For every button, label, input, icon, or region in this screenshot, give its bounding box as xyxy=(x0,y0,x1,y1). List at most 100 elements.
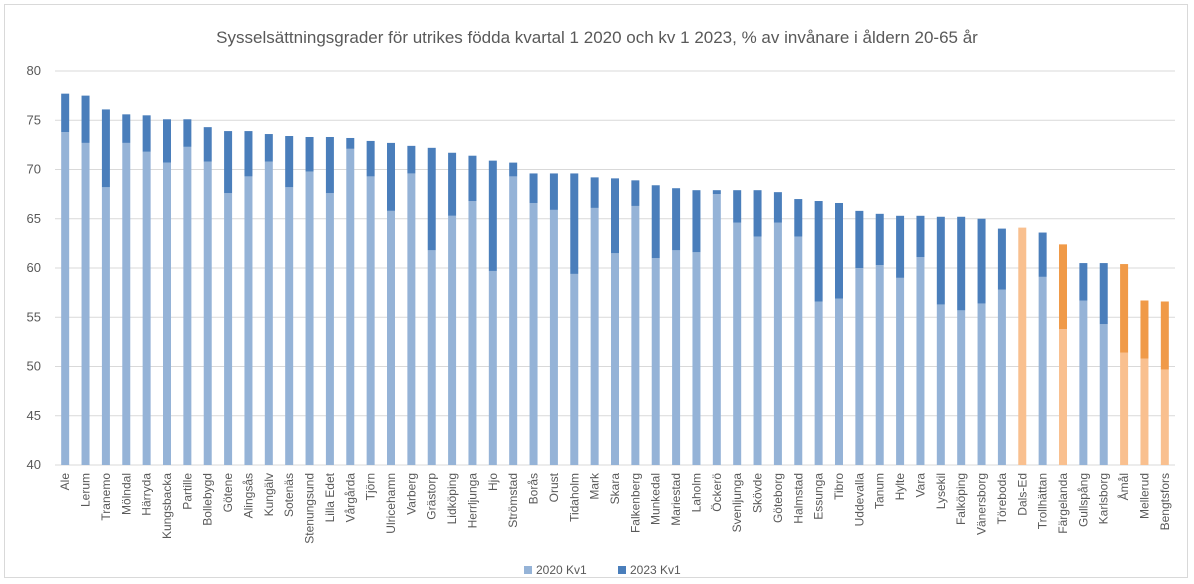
bar-2020-kv1 xyxy=(509,176,518,465)
bar-2020-kv1 xyxy=(773,222,782,465)
x-tick-label: Gullspång xyxy=(1076,473,1090,527)
bar-2023-kv1 xyxy=(651,185,660,259)
bar-2023-kv1 xyxy=(936,216,945,305)
bar-2020-kv1 xyxy=(101,187,110,466)
bar-2020-kv1 xyxy=(1140,358,1149,465)
x-tick-label: Mark xyxy=(588,472,602,500)
bar-2023-kv1 xyxy=(814,201,823,302)
bar-2023-kv1 xyxy=(163,119,171,163)
bar-2020-kv1 xyxy=(448,215,457,465)
bar-2023-kv1 xyxy=(875,213,884,266)
x-tick-label: Tidaholm xyxy=(567,473,581,522)
x-tick-label: Göteborg xyxy=(771,473,785,523)
bar-2020-kv1 xyxy=(183,146,192,465)
x-tick-label: Färgelanda xyxy=(1056,473,1070,534)
bar-2023-kv1 xyxy=(387,142,395,211)
x-tick-label: Mölndal xyxy=(119,473,133,515)
x-tick-label: Hjo xyxy=(486,473,500,491)
bar-2023-kv1 xyxy=(224,131,233,194)
bar-2020-kv1 xyxy=(1120,352,1129,465)
x-tick-label: Tjörn xyxy=(364,473,378,500)
bar-2023-kv1 xyxy=(81,95,90,143)
x-tick-label: Stenungsund xyxy=(303,473,317,544)
bar-2020-kv1 xyxy=(244,176,253,465)
bar-2020-kv1 xyxy=(590,207,599,466)
bar-2020-kv1 xyxy=(916,257,925,465)
bar-2023-kv1 xyxy=(285,136,294,188)
x-tick-label: Laholm xyxy=(689,473,703,512)
bar-2020-kv1 xyxy=(264,161,273,465)
bar-2020-kv1 xyxy=(1018,227,1027,465)
bar-2023-kv1 xyxy=(264,134,273,162)
x-tick-label: Töreboda xyxy=(995,473,1009,525)
bar-2023-kv1 xyxy=(1038,232,1047,277)
bar-2023-kv1 xyxy=(346,137,355,149)
bar-2023-kv1 xyxy=(835,202,843,299)
bar-2020-kv1 xyxy=(81,142,90,465)
bar-2020-kv1 xyxy=(1160,369,1169,465)
bar-2020-kv1 xyxy=(977,303,986,465)
x-tick-label: Skara xyxy=(608,473,622,505)
bar-2023-kv1 xyxy=(448,152,457,216)
bar-2023-kv1 xyxy=(101,109,110,188)
bar-2020-kv1 xyxy=(529,202,538,466)
x-tick-label: Åmål xyxy=(1116,473,1131,500)
x-tick-label: Bollebygd xyxy=(201,473,215,526)
bar-2023-kv1 xyxy=(468,155,477,202)
bar-2023-kv1 xyxy=(692,190,701,253)
x-tick-label: Borås xyxy=(527,473,541,504)
x-tick-label: Svenljunga xyxy=(730,473,744,533)
y-tick-label: 65 xyxy=(27,211,41,226)
bar-2020-kv1 xyxy=(794,236,803,465)
bar-2023-kv1 xyxy=(753,190,762,237)
bar-2023-kv1 xyxy=(122,114,131,143)
bar-2020-kv1 xyxy=(1038,276,1047,465)
bar-2020-kv1 xyxy=(855,268,864,465)
x-tick-label: Trollhättan xyxy=(1036,473,1050,529)
x-tick-label: Sotenäs xyxy=(282,473,296,517)
bar-2020-kv1 xyxy=(733,222,742,465)
bar-2023-kv1 xyxy=(631,180,640,206)
bar-2023-kv1 xyxy=(1120,264,1129,353)
bar-2020-kv1 xyxy=(468,201,477,465)
bar-2020-kv1 xyxy=(896,277,905,465)
bar-2023-kv1 xyxy=(712,190,721,195)
y-tick-label: 45 xyxy=(27,408,41,423)
bar-2020-kv1 xyxy=(61,132,70,465)
y-tick-label: 80 xyxy=(27,63,41,78)
bar-2020-kv1 xyxy=(875,265,884,465)
bar-2023-kv1 xyxy=(325,136,334,194)
bar-2023-kv1 xyxy=(183,119,192,147)
bar-2020-kv1 xyxy=(692,252,701,465)
bar-2023-kv1 xyxy=(1059,244,1067,330)
x-tick-label: Vara xyxy=(913,473,927,498)
y-tick-label: 55 xyxy=(27,309,41,324)
bar-2020-kv1 xyxy=(305,171,314,465)
bar-2023-kv1 xyxy=(244,131,253,177)
x-tick-labels: Ale Lerum Tranemo Mölndal Härryda Kungsbacka P… xyxy=(58,472,1172,544)
x-tick-label: Lilla Edet xyxy=(323,472,337,522)
x-tick-label: Mariestad xyxy=(669,473,683,526)
x-tick-label: Tibro xyxy=(832,473,846,500)
x-tick-label: Falköping xyxy=(954,473,968,525)
bar-2020-kv1 xyxy=(203,161,212,465)
bar-2020-kv1 xyxy=(346,148,355,465)
x-tick-label: Halmstad xyxy=(791,473,805,524)
bar-2020-kv1 xyxy=(835,298,843,465)
x-tick-label: Ulricehamn xyxy=(384,473,398,534)
bar-2020-kv1 xyxy=(651,258,660,465)
chart-title: Sysselsättningsgrader för utrikes födda … xyxy=(216,28,978,47)
bar-2023-kv1 xyxy=(611,178,619,254)
x-tick-label: Ale xyxy=(58,473,72,491)
bar-2020-kv1 xyxy=(285,187,294,466)
bar-2023-kv1 xyxy=(509,162,518,177)
bar-2023-kv1 xyxy=(733,190,742,223)
bar-2023-kv1 xyxy=(896,215,905,278)
bar-2023-kv1 xyxy=(305,136,314,172)
x-tick-label: Öckerö xyxy=(710,473,724,512)
chart-svg: Sysselsättningsgrader för utrikes födda … xyxy=(27,28,1175,577)
x-tick-label: Uddevalla xyxy=(852,473,866,527)
bar-2023-kv1 xyxy=(977,218,986,304)
bar-2020-kv1 xyxy=(672,250,681,465)
x-tick-label: Kungsbacka xyxy=(160,473,174,539)
